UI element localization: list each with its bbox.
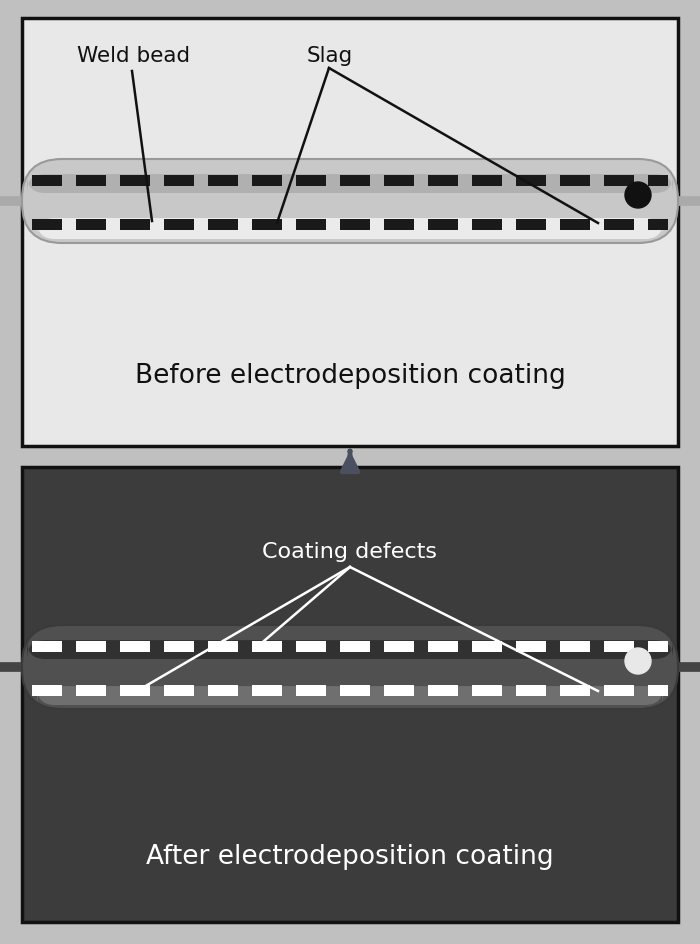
Bar <box>384 219 414 230</box>
FancyBboxPatch shape <box>37 218 663 239</box>
Bar <box>340 685 370 696</box>
Bar <box>428 685 458 696</box>
Bar <box>516 685 546 696</box>
FancyBboxPatch shape <box>27 174 673 193</box>
Bar <box>604 219 634 230</box>
FancyBboxPatch shape <box>22 159 678 243</box>
Bar <box>76 685 106 696</box>
Bar <box>428 219 458 230</box>
Bar <box>340 219 370 230</box>
Bar <box>22 467 678 922</box>
FancyBboxPatch shape <box>22 625 678 709</box>
Bar <box>76 219 106 230</box>
Bar <box>516 641 546 652</box>
Bar <box>164 685 194 696</box>
Bar <box>560 685 590 696</box>
Bar <box>560 219 590 230</box>
Bar <box>164 219 194 230</box>
Bar <box>516 175 546 186</box>
Bar <box>604 641 634 652</box>
Bar <box>120 685 150 696</box>
Bar <box>32 641 62 652</box>
Bar <box>560 175 590 186</box>
Text: Coating defects: Coating defects <box>262 542 438 562</box>
Circle shape <box>625 182 651 208</box>
Bar <box>296 219 326 230</box>
Bar <box>252 685 282 696</box>
Bar <box>164 641 194 652</box>
Bar <box>428 641 458 652</box>
Bar <box>384 685 414 696</box>
Bar <box>296 175 326 186</box>
FancyBboxPatch shape <box>37 686 663 705</box>
Bar <box>208 685 238 696</box>
Bar <box>164 175 194 186</box>
Bar <box>648 641 668 652</box>
Bar <box>472 641 502 652</box>
Bar <box>604 175 634 186</box>
Bar <box>340 641 370 652</box>
Bar <box>32 219 62 230</box>
Text: After electrodeposition coating: After electrodeposition coating <box>146 844 554 870</box>
Bar <box>472 175 502 186</box>
Bar <box>296 641 326 652</box>
Bar <box>120 641 150 652</box>
Bar <box>560 641 590 652</box>
Bar <box>604 685 634 696</box>
Bar <box>252 175 282 186</box>
Bar <box>120 219 150 230</box>
Bar <box>648 685 668 696</box>
Bar <box>384 175 414 186</box>
Bar <box>32 685 62 696</box>
Bar <box>648 175 668 186</box>
Bar <box>428 175 458 186</box>
Bar <box>22 18 678 446</box>
FancyBboxPatch shape <box>27 640 673 659</box>
Circle shape <box>625 648 651 674</box>
Bar <box>76 175 106 186</box>
Text: Slag: Slag <box>307 46 354 66</box>
Bar <box>384 641 414 652</box>
Bar <box>208 219 238 230</box>
Bar <box>252 641 282 652</box>
Bar <box>76 641 106 652</box>
Bar <box>472 685 502 696</box>
Bar <box>120 175 150 186</box>
Bar <box>252 219 282 230</box>
Bar <box>648 219 668 230</box>
Text: Weld bead: Weld bead <box>77 46 190 66</box>
Bar <box>296 685 326 696</box>
Bar <box>208 641 238 652</box>
Bar <box>32 175 62 186</box>
Bar <box>340 175 370 186</box>
Text: Before electrodeposition coating: Before electrodeposition coating <box>134 363 566 389</box>
Bar <box>472 219 502 230</box>
Bar <box>208 175 238 186</box>
Bar <box>516 219 546 230</box>
